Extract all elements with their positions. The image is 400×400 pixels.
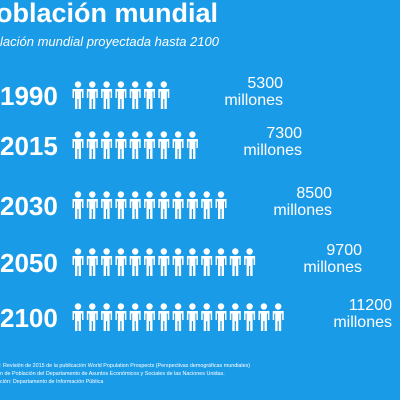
- year-label-2015: 2015: [0, 131, 58, 161]
- pictogram-row-2100: [72, 303, 284, 331]
- person-icon: [201, 248, 213, 276]
- person-icon: [129, 131, 141, 159]
- person-icon: [129, 191, 141, 219]
- source-note: : Revisión de 2015 de la publicación Wor…: [0, 362, 400, 386]
- value-unit: millones: [224, 91, 283, 109]
- person-icon: [72, 248, 84, 276]
- person-icon: [115, 81, 127, 109]
- person-icon: [244, 248, 256, 276]
- person-icon: [115, 248, 127, 276]
- source-line-1: : Revisión de 2015 de la publicación Wor…: [0, 363, 251, 369]
- person-icon: [144, 81, 155, 109]
- value-number: 5300: [247, 75, 283, 92]
- chart-title: oblación mundial: [0, 0, 219, 28]
- value-unit: millones: [303, 258, 362, 276]
- year-label-2050: 2050: [0, 248, 58, 278]
- person-icon: [201, 191, 213, 219]
- person-icon: [115, 191, 127, 219]
- person-icon: [115, 131, 127, 159]
- value-label-2030: 8500 millones: [273, 185, 332, 220]
- person-icon: [186, 191, 198, 219]
- person-icon: [244, 303, 256, 331]
- person-icon: [101, 248, 113, 276]
- person-icon: [86, 81, 98, 109]
- value-number: 7300: [266, 125, 302, 142]
- person-icon: [158, 131, 170, 159]
- value-unit: millones: [243, 141, 302, 159]
- person-icon: [72, 131, 84, 159]
- person-icon: [115, 303, 127, 331]
- person-icon: [86, 248, 98, 276]
- value-unit: millones: [333, 313, 392, 331]
- year-label-2030: 2030: [0, 191, 58, 221]
- chart-subtitle: lación mundial proyectada hasta 2100: [0, 34, 219, 49]
- value-label-2100: 11200 millones: [333, 297, 392, 332]
- person-icon: [158, 81, 170, 109]
- value-number: 8500: [296, 185, 332, 202]
- person-icon: [72, 303, 84, 331]
- person-icon: [229, 303, 241, 331]
- value-number: 9700: [326, 242, 362, 259]
- person-icon: [158, 191, 170, 219]
- value-label-1990: 5300 millones: [224, 75, 283, 110]
- value-label-2015: 7300 millones: [243, 125, 302, 160]
- person-icon: [86, 131, 98, 159]
- pictogram-row-2015: [72, 131, 198, 159]
- pictogram-row-2030: [72, 191, 227, 219]
- person-icon: [101, 191, 113, 219]
- person-icon: [129, 248, 141, 276]
- source-line-3: ción: Departamento de Información Públic…: [0, 379, 104, 386]
- person-icon: [144, 131, 155, 159]
- person-icon: [215, 191, 227, 219]
- year-label-2100: 2100: [0, 303, 58, 333]
- person-icon: [272, 303, 284, 331]
- value-unit: millones: [273, 201, 332, 219]
- person-icon: [86, 191, 98, 219]
- person-icon: [172, 191, 184, 219]
- source-line-2: n de Población del Departamento de Asunt…: [0, 371, 225, 378]
- person-icon: [229, 248, 241, 276]
- person-icon: [86, 303, 98, 331]
- person-icon: [101, 131, 113, 159]
- person-icon: [72, 81, 84, 109]
- person-icon: [215, 248, 227, 276]
- person-icon: [172, 131, 184, 159]
- person-icon: [129, 303, 141, 331]
- person-icon: [186, 248, 198, 276]
- person-icon: [201, 303, 213, 331]
- person-icon: [186, 131, 198, 159]
- person-icon: [144, 248, 155, 276]
- person-icon: [215, 303, 227, 331]
- person-icon: [186, 303, 198, 331]
- person-icon: [158, 248, 170, 276]
- pictogram-row-2050: [72, 248, 256, 276]
- value-label-2050: 9700 millones: [303, 242, 362, 277]
- person-icon: [172, 303, 184, 331]
- person-icon: [144, 303, 155, 331]
- person-icon: [101, 81, 113, 109]
- year-label-1990: 1990: [0, 81, 58, 111]
- person-icon: [158, 303, 170, 331]
- person-icon: [101, 303, 113, 331]
- person-icon: [144, 191, 155, 219]
- person-icon: [129, 81, 141, 109]
- pictogram-row-1990: [72, 81, 170, 109]
- value-number: 11200: [348, 297, 392, 314]
- person-icon: [72, 191, 84, 219]
- person-icon: [258, 303, 270, 331]
- person-icon: [172, 248, 184, 276]
